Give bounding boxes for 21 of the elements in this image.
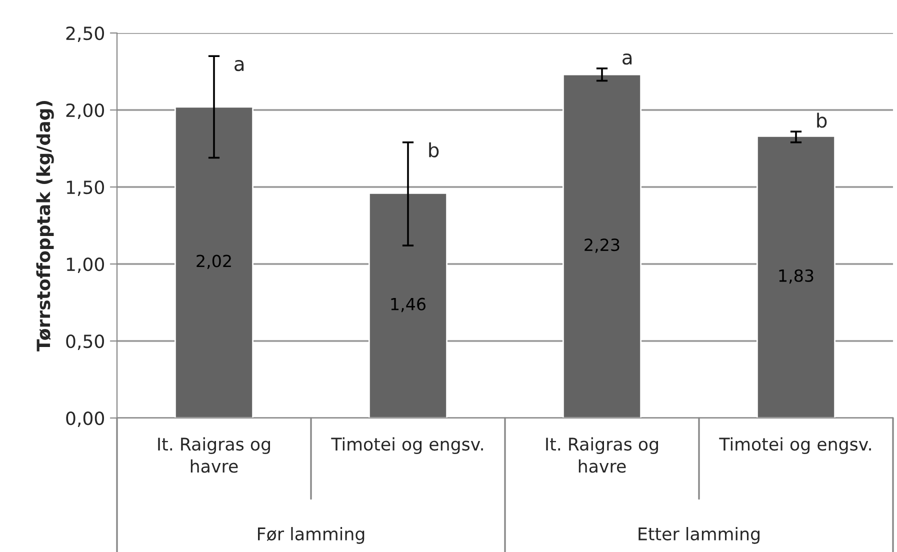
data-label: 2,02 bbox=[196, 254, 231, 269]
y-tick-label: 2,00 bbox=[66, 103, 104, 119]
text: Etter lamming bbox=[638, 527, 760, 544]
annotation: b bbox=[817, 112, 827, 128]
data-label: 1,83 bbox=[779, 269, 814, 284]
y-tick-label: 2,50 bbox=[66, 26, 104, 42]
annotation: a bbox=[234, 60, 244, 72]
data-label: 2,23 bbox=[584, 238, 620, 253]
y-tick-label: 0,50 bbox=[66, 334, 104, 350]
y-tick-label: 1,00 bbox=[66, 257, 104, 273]
x-tick-label: It. Raigras og havre bbox=[158, 437, 270, 473]
x-tick-label: Timotei og engsv. bbox=[719, 437, 871, 454]
annotation: a bbox=[622, 53, 632, 65]
y-tick-label: 0,00 bbox=[66, 411, 104, 427]
annotation: b bbox=[429, 142, 439, 158]
text: Før lamming bbox=[258, 527, 364, 544]
x-tick-label: Timotei og engsv. bbox=[331, 437, 483, 454]
data-label: 1,46 bbox=[391, 298, 426, 312]
y-tick-label: 1,50 bbox=[66, 180, 104, 196]
y-axis-title: Tørrstoffopptak (kg/dag) bbox=[36, 101, 54, 352]
x-tick-label: It. Raigras og havre bbox=[546, 437, 658, 473]
